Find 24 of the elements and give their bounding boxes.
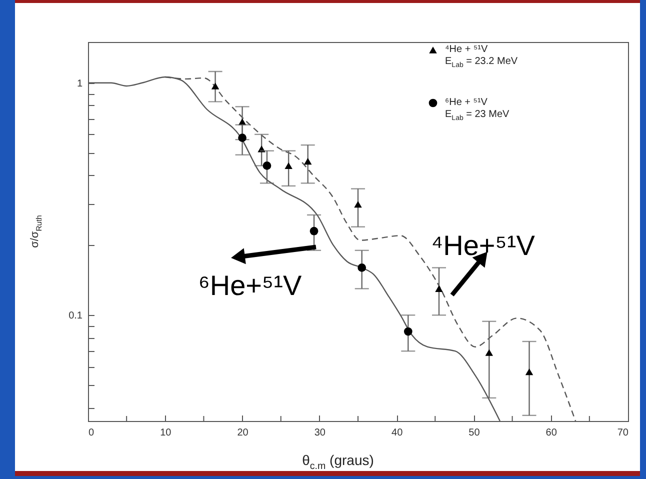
x-tick-label: 30 xyxy=(314,428,326,438)
point xyxy=(435,285,443,292)
point xyxy=(304,158,312,165)
x-tick-label: 70 xyxy=(617,428,629,438)
y-tick-label: 1 xyxy=(76,78,83,90)
x-tick-label: 0 xyxy=(88,428,94,438)
point xyxy=(310,226,318,236)
point xyxy=(211,82,220,90)
x-tick-label: 50 xyxy=(468,428,480,438)
point xyxy=(238,134,246,142)
x-tick-label: 10 xyxy=(160,428,172,438)
point xyxy=(354,200,362,208)
point xyxy=(358,264,366,272)
point xyxy=(485,349,494,356)
point xyxy=(404,327,412,336)
point xyxy=(525,368,534,376)
annotation: ⁶He+⁵¹V xyxy=(198,270,302,301)
point xyxy=(284,162,292,170)
x-tick-label: 60 xyxy=(546,428,558,438)
annotation: ⁴He+⁵¹V xyxy=(431,230,536,261)
x-tick-label: 20 xyxy=(237,428,249,438)
x-tick-label: 40 xyxy=(392,428,404,438)
y-tick-label: 0.1 xyxy=(68,310,83,322)
point xyxy=(262,162,272,170)
